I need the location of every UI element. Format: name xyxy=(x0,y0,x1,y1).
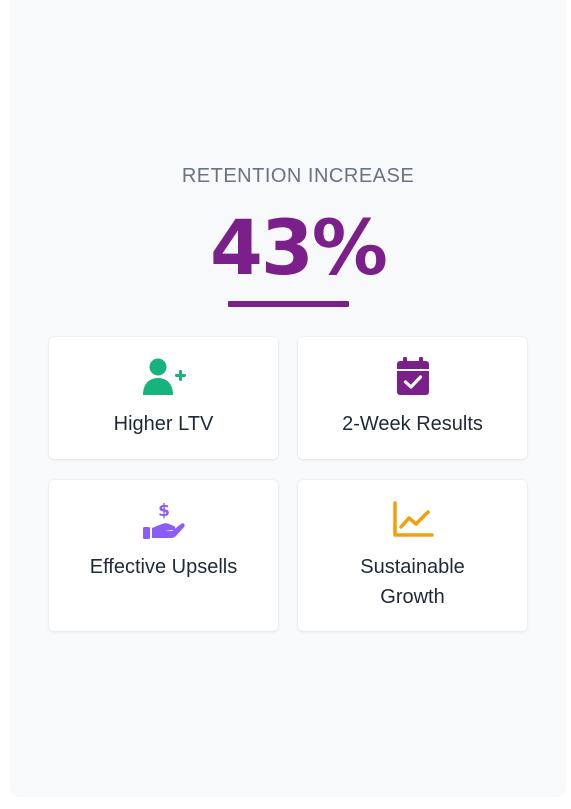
feature-card-effective-upsells: $ Effective Upsells xyxy=(49,480,278,631)
chart-line-icon xyxy=(389,500,437,540)
stat-underline xyxy=(228,301,349,307)
feature-label: Effective Upsells xyxy=(89,556,238,578)
feature-card-higher-ltv: Higher LTV xyxy=(49,337,278,459)
hand-dollar-icon: $ xyxy=(140,500,188,540)
feature-card-sustainable-growth: Sustainable Growth xyxy=(298,480,527,631)
calendar-check-icon xyxy=(389,357,437,397)
user-plus-icon xyxy=(140,357,188,397)
stat-eyebrow: RETENTION INCREASE xyxy=(181,165,415,187)
retention-stat: 43% xyxy=(210,203,388,292)
feature-label: Sustainable Growth xyxy=(360,556,465,608)
feature-card-two-week-results: 2-Week Results xyxy=(298,337,527,459)
feature-label: Higher LTV xyxy=(113,413,214,435)
svg-text:$: $ xyxy=(158,501,170,521)
feature-label: 2-Week Results xyxy=(342,413,483,435)
